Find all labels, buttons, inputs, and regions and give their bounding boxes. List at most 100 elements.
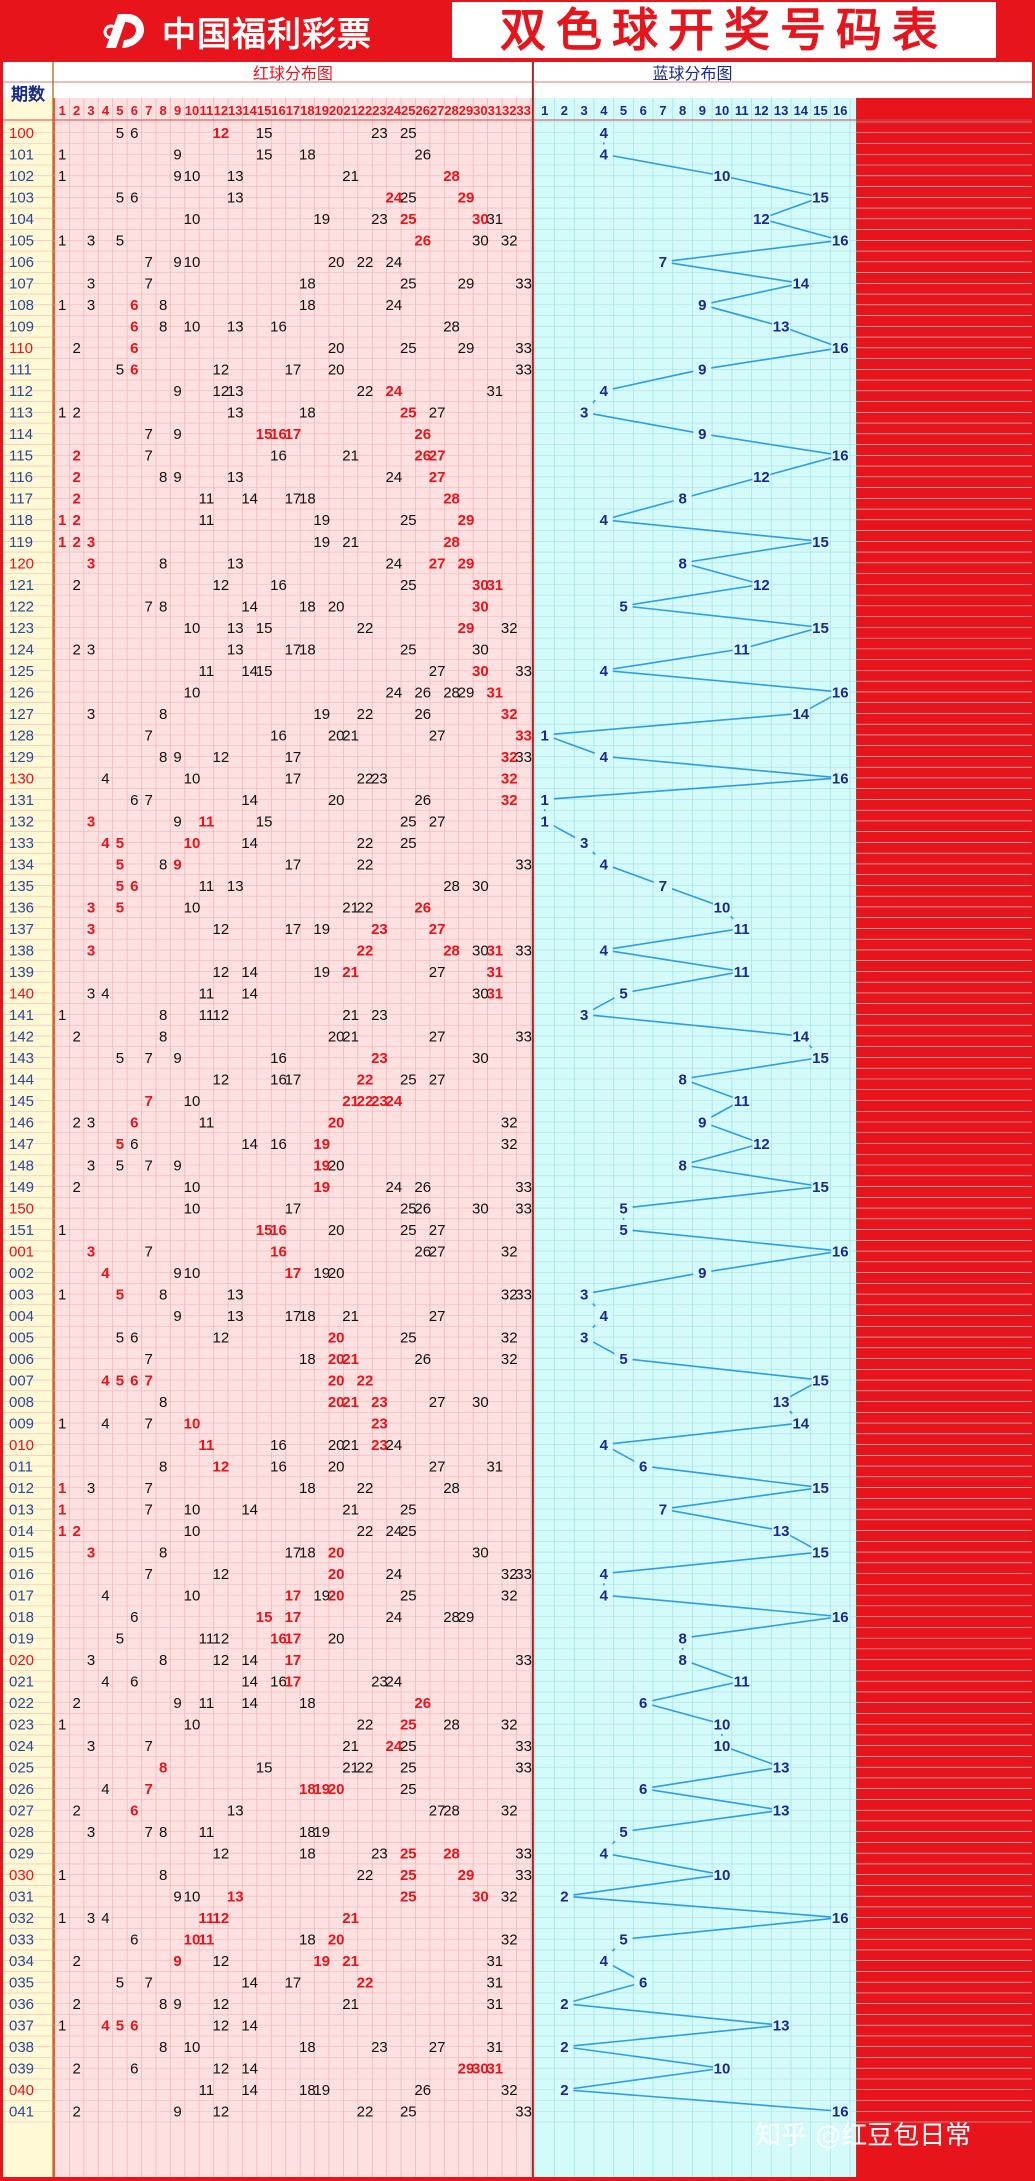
red-ball-number: 19 — [313, 1265, 330, 1282]
red-ball-number: 20 — [328, 1222, 345, 1239]
red-ball-number: 31 — [486, 684, 503, 701]
red-ball-number: 25 — [400, 1738, 417, 1755]
period-label: 104 — [9, 211, 34, 228]
red-ball-number: 11 — [198, 1437, 214, 1454]
red-ball-number: 4 — [101, 1781, 109, 1798]
red-ball-number: 1 — [58, 1222, 66, 1239]
red-ball-number: 22 — [357, 856, 374, 873]
red-ball-number: 7 — [145, 1372, 153, 1389]
period-label: 127 — [9, 706, 34, 723]
period-label: 016 — [9, 1566, 34, 1583]
red-ball-number: 9 — [173, 1889, 181, 1906]
chart-grid — [3, 62, 1032, 2177]
blue-ball-bg — [555, 2036, 574, 2057]
red-ball-number: 16 — [270, 426, 287, 443]
red-ball-number: 25 — [400, 813, 417, 830]
period-label: 012 — [9, 1480, 34, 1497]
red-ball-number: 5 — [116, 362, 124, 379]
red-ball-number: 29 — [458, 190, 475, 207]
red-ball-number: 29 — [458, 340, 475, 357]
red-ball-number: 3 — [87, 555, 95, 572]
period-label: 138 — [9, 942, 34, 959]
red-ball-number: 32 — [501, 1889, 518, 1906]
red-ball-number: 18 — [299, 1824, 316, 1841]
red-ball-number: 33 — [515, 1566, 532, 1583]
blue-ball-bg — [791, 1413, 810, 1433]
period-label: 111 — [9, 362, 32, 379]
period-label: 129 — [9, 749, 34, 766]
blue-ball-number: 9 — [698, 426, 706, 443]
red-ball-number: 3 — [87, 297, 95, 314]
period-label: 126 — [9, 684, 34, 701]
period-label: 010 — [9, 1437, 34, 1454]
period-label: 122 — [9, 598, 34, 615]
blue-ball-bg — [575, 1284, 594, 1304]
red-ball-number: 17 — [285, 1975, 302, 1992]
period-label: 142 — [9, 1028, 34, 1045]
red-ball-number: 26 — [414, 684, 431, 701]
red-ball-number: 21 — [342, 1501, 359, 1518]
red-ball-number: 11 — [199, 1114, 215, 1131]
red-ball-number: 19 — [313, 921, 330, 938]
red-ball-number: 31 — [486, 1458, 503, 1475]
red-ball-number: 17 — [285, 1308, 302, 1325]
red-ball-number: 18 — [299, 1695, 316, 1712]
red-ball-number: 25 — [400, 641, 417, 658]
blue-ball-number: 11 — [734, 921, 750, 938]
blue-ball-number: 12 — [753, 211, 770, 228]
red-ball-number: 27 — [429, 1394, 446, 1411]
red-ball-number: 16 — [270, 1071, 287, 1088]
red-ball-number: 6 — [130, 1136, 138, 1153]
blue-ball-number: 11 — [734, 1093, 750, 1110]
blue-ball-bg — [713, 1735, 732, 1756]
red-ball-number: 22 — [357, 942, 374, 959]
red-ball-number: 20 — [328, 1372, 345, 1389]
header: 中国福利彩票 双色球开奖号码表 — [0, 0, 1035, 62]
red-ball-number: 7 — [145, 426, 153, 443]
red-ball-number: 10 — [184, 620, 201, 637]
red-ball-number: 5 — [116, 856, 124, 873]
blue-ball-bg — [713, 166, 732, 186]
red-ball-number: 12 — [212, 1329, 229, 1346]
period-label: 137 — [9, 921, 34, 938]
red-ball-number: 33 — [515, 1286, 532, 1303]
red-ball-number: 8 — [159, 2039, 167, 2056]
blue-ball-bg — [614, 1929, 633, 1949]
red-ball-number: 25 — [400, 405, 417, 422]
red-ball-number: 31 — [486, 383, 503, 400]
red-ball-number: 33 — [515, 276, 532, 293]
welfare-lottery-logo-icon — [103, 14, 144, 48]
red-ball-number: 12 — [212, 964, 229, 981]
blue-ball-number: 13 — [773, 1803, 790, 1820]
red-column-number: 2 — [73, 103, 80, 118]
blue-ball-number: 13 — [773, 1523, 790, 1540]
red-ball-number: 14 — [241, 1652, 258, 1669]
red-ball-number: 19 — [313, 2082, 330, 2099]
red-ball-number: 21 — [342, 1007, 359, 1024]
red-ball-number: 1 — [58, 1286, 66, 1303]
red-ball-number: 16 — [270, 1674, 287, 1691]
red-ball-number: 12 — [212, 1071, 229, 1088]
red-column-number: 14 — [242, 103, 257, 118]
red-ball-number: 25 — [400, 1588, 417, 1605]
red-ball-number: 5 — [116, 835, 124, 852]
period-label: 101 — [9, 147, 34, 164]
red-ball-number: 21 — [342, 1910, 359, 1927]
blue-ball-number: 2 — [560, 2082, 568, 2099]
red-ball-number: 6 — [130, 125, 138, 142]
red-ball-number: 5 — [116, 1372, 124, 1389]
red-ball-number: 14 — [241, 1695, 258, 1712]
blue-ball-number: 6 — [639, 1458, 647, 1475]
red-ball-number: 22 — [357, 1071, 374, 1088]
red-ball-number: 17 — [285, 770, 302, 787]
red-ball-number: 10 — [184, 1717, 201, 1734]
red-ball-number: 33 — [515, 1652, 532, 1669]
red-column-number: 13 — [228, 103, 242, 118]
red-ball-number: 7 — [145, 1824, 153, 1841]
blue-ball-number: 9 — [698, 297, 706, 314]
